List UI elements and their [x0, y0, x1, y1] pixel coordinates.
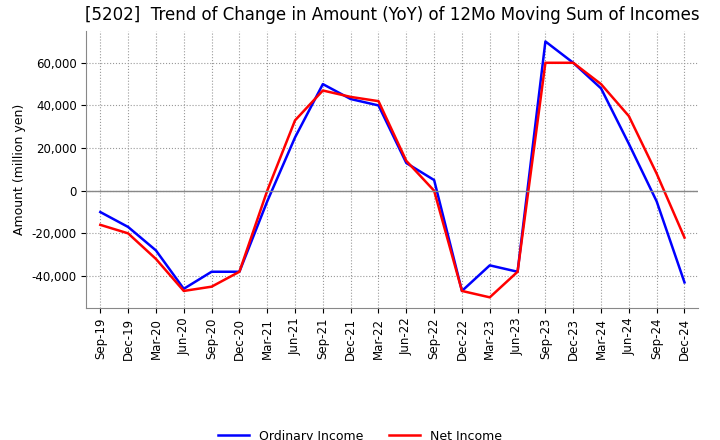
Ordinary Income: [597, 86, 606, 91]
Ordinary Income: [235, 269, 243, 275]
Ordinary Income: [430, 177, 438, 183]
Ordinary Income: [96, 209, 104, 215]
Net Income: [652, 171, 661, 176]
Ordinary Income: [179, 286, 188, 291]
Legend: Ordinary Income, Net Income: Ordinary Income, Net Income: [218, 429, 502, 440]
Net Income: [263, 188, 271, 193]
Line: Net Income: Net Income: [100, 63, 685, 297]
Net Income: [485, 295, 494, 300]
Net Income: [374, 99, 383, 104]
Ordinary Income: [458, 288, 467, 293]
Ordinary Income: [541, 39, 550, 44]
Ordinary Income: [291, 135, 300, 140]
Net Income: [96, 222, 104, 227]
Ordinary Income: [346, 96, 355, 102]
Ordinary Income: [680, 280, 689, 285]
Net Income: [458, 288, 467, 293]
Net Income: [235, 269, 243, 275]
Net Income: [291, 118, 300, 123]
Ordinary Income: [152, 248, 161, 253]
Net Income: [597, 81, 606, 87]
Ordinary Income: [374, 103, 383, 108]
Ordinary Income: [124, 224, 132, 230]
Net Income: [152, 257, 161, 262]
Net Income: [402, 158, 410, 164]
Net Income: [179, 288, 188, 293]
Net Income: [346, 94, 355, 99]
Ordinary Income: [569, 60, 577, 66]
Net Income: [513, 269, 522, 275]
Line: Ordinary Income: Ordinary Income: [100, 41, 685, 291]
Net Income: [680, 235, 689, 240]
Y-axis label: Amount (million yen): Amount (million yen): [13, 104, 26, 235]
Ordinary Income: [513, 269, 522, 275]
Net Income: [430, 188, 438, 193]
Net Income: [318, 88, 327, 93]
Title: [5202]  Trend of Change in Amount (YoY) of 12Mo Moving Sum of Incomes: [5202] Trend of Change in Amount (YoY) o…: [85, 6, 700, 24]
Ordinary Income: [652, 199, 661, 204]
Net Income: [569, 60, 577, 66]
Ordinary Income: [485, 263, 494, 268]
Net Income: [624, 114, 633, 119]
Net Income: [124, 231, 132, 236]
Net Income: [207, 284, 216, 290]
Ordinary Income: [624, 141, 633, 147]
Ordinary Income: [318, 81, 327, 87]
Ordinary Income: [263, 199, 271, 204]
Net Income: [541, 60, 550, 66]
Ordinary Income: [207, 269, 216, 275]
Ordinary Income: [402, 160, 410, 165]
